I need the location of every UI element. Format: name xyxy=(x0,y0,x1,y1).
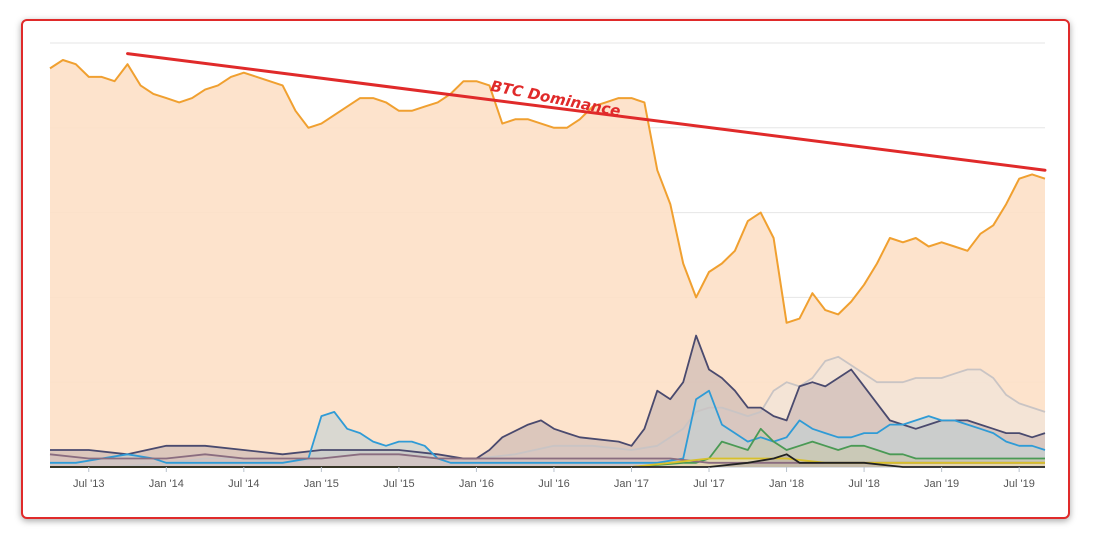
series-areas xyxy=(50,60,1045,467)
x-tick-label: Jul '13 xyxy=(73,478,104,490)
btc-dominance-trendline xyxy=(126,52,1047,172)
series-line-2 xyxy=(50,334,1046,460)
x-tick-label: Jul '16 xyxy=(538,478,569,490)
btc-dominance-label: BTC Dominance xyxy=(489,77,622,120)
x-tick-label: Jan '18 xyxy=(769,478,804,490)
x-tick-label: Jan '14 xyxy=(149,478,184,490)
x-tick-label: Jul '17 xyxy=(693,478,724,490)
x-axis: Jul '13 Jan '14 Jul '14 Jan '15 Jul '15 Jan '… xyxy=(73,467,1035,490)
series-line-7 xyxy=(50,453,1045,468)
series-area-7 xyxy=(50,454,1045,467)
series-lines xyxy=(49,59,1046,468)
series-area-0 xyxy=(50,60,1045,467)
x-tick-label: Jul '19 xyxy=(1003,478,1034,490)
dominance-chart: Jul '13 Jan '14 Jul '14 Jan '15 Jul '15 Jan '… xyxy=(49,42,1047,490)
chart-frame: Jul '13 Jan '14 Jul '14 Jan '15 Jul '15 Jan '… xyxy=(21,19,1070,519)
x-tick-label: Jul '15 xyxy=(383,478,414,490)
x-tick-label: Jul '18 xyxy=(848,478,879,490)
x-tick-label: Jan '19 xyxy=(924,478,959,490)
series-line-3 xyxy=(50,389,1046,464)
x-tick-label: Jul '14 xyxy=(228,478,259,490)
x-tick-label: Jan '17 xyxy=(614,478,649,490)
series-area-4 xyxy=(50,428,1045,467)
x-tick-label: Jan '16 xyxy=(459,478,494,490)
x-tick-label: Jan '15 xyxy=(304,478,339,490)
series-line-0 xyxy=(49,59,1046,324)
